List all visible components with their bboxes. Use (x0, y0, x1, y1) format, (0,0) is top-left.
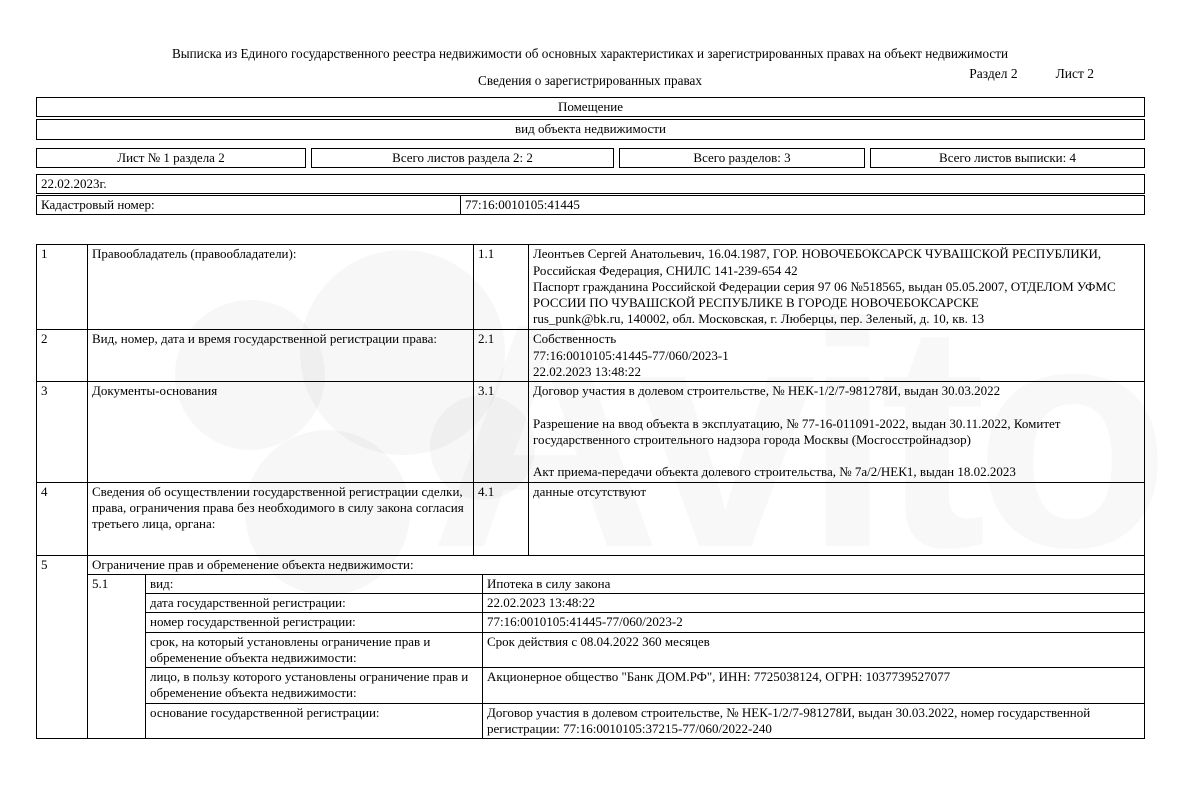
page-corner-labels: Раздел 2 Лист 2 (969, 66, 1094, 83)
table-row: основание государственной регистрации: Д… (88, 702, 1144, 738)
row-subnumber: 1.1 (473, 244, 529, 331)
table-row: лицо, в пользу которого установлены огра… (88, 667, 1144, 703)
row-label: номер государственной регистрации: (145, 612, 483, 632)
restrictions-table: 5.1 вид: Ипотека в силу закона дата госу… (88, 574, 1144, 738)
row-subnumber: 4.1 (473, 481, 529, 556)
row-number: 5 (36, 554, 88, 739)
row-number: 4 (36, 481, 88, 556)
object-kind-caption: вид объекта недвижимости (36, 119, 1145, 140)
rights-table: 1 Правообладатель (правообладатели): 1.1… (36, 244, 1145, 739)
meta-total-sheets-section: Всего листов раздела 2: 2 (311, 147, 614, 168)
restrictions-cell: Ограничение прав и обременение объекта н… (87, 554, 1145, 739)
meta-sheet-number: Лист № 1 раздела 2 (36, 147, 306, 168)
row-label: Правообладатель (правообладатели): (87, 244, 474, 331)
row-number: 1 (36, 244, 88, 331)
document-body: Помещение вид объекта недвижимости Лист … (36, 97, 1145, 739)
row-subnumber: 3.1 (473, 381, 529, 483)
table-row-restrictions: 5 Ограничение прав и обременение объекта… (36, 554, 1145, 739)
cadastral-label: Кадастровый номер: (37, 196, 461, 215)
table-row: 2 Вид, номер, дата и время государственн… (36, 329, 1145, 382)
table-row: 1 Правообладатель (правообладатели): 1.1… (36, 244, 1145, 331)
row-label: основание государственной регистрации: (145, 702, 483, 738)
meta-total-sections: Всего разделов: 3 (619, 147, 865, 168)
table-row: срок, на который установлены ограничение… (88, 631, 1144, 668)
row-value: Акционерное общество "Банк ДОМ.РФ", ИНН:… (482, 667, 1144, 703)
table-row: номер государственной регистрации: 77:16… (88, 612, 1144, 632)
row-value: Срок действия с 08.04.2022 360 месяцев (482, 631, 1144, 668)
row-value: Собственность 77:16:0010105:41445-77/060/… (528, 329, 1145, 382)
restrictions-header: Ограничение прав и обременение объекта н… (88, 556, 1144, 575)
object-kind-value: Помещение (36, 97, 1145, 118)
table-row: 5.1 вид: Ипотека в силу закона (88, 574, 1144, 738)
issue-date: 22.02.2023г. (36, 173, 1145, 194)
row-label: вид: (145, 574, 483, 594)
row-label: срок, на который установлены ограничение… (145, 631, 483, 668)
row-number: 3 (36, 381, 88, 483)
row-label: лицо, в пользу которого установлены огра… (145, 667, 483, 703)
row-label: Документы-основания (87, 381, 474, 483)
meta-total-sheets-extract: Всего листов выписки: 4 (870, 147, 1145, 168)
row-value: Договор участия в долевом строительстве,… (482, 702, 1144, 738)
document-title: Выписка из Единого государственного реес… (171, 46, 1009, 61)
row-label: Вид, номер, дата и время государственной… (87, 329, 474, 382)
row-value: 22.02.2023 13:48:22 (482, 592, 1144, 613)
sheet-label: Лист 2 (1055, 66, 1094, 81)
cadastral-value: 77:16:0010105:41445 (465, 197, 580, 212)
row-value: 77:16:0010105:41445-77/060/2023-2 (482, 612, 1144, 632)
table-row: дата государственной регистрации: 22.02.… (88, 592, 1144, 613)
row-value: Леонтьев Сергей Анатольевич, 16.04.1987,… (528, 244, 1145, 331)
row-value: Ипотека в силу закона (487, 575, 611, 591)
sheets-meta-row: Лист № 1 раздела 2 Всего листов раздела … (36, 147, 1145, 168)
table-row: 3 Документы-основания 3.1 Договор участи… (36, 381, 1145, 483)
row-subnumber: 2.1 (473, 329, 529, 382)
row-subnumber: 5.1 (88, 574, 146, 738)
row-label: Сведения об осуществлении государственно… (87, 481, 474, 556)
row-label: дата государственной регистрации: (145, 592, 483, 613)
cadastral-row: Кадастровый номер: 77:16:0010105:41445 (36, 195, 1145, 216)
document-subtitle: Сведения о зарегистрированных правах (478, 72, 702, 88)
table-row: 4 Сведения об осуществлении государствен… (36, 481, 1145, 556)
section-label: Раздел 2 (969, 66, 1018, 81)
row-value: данные отсутствуют (528, 481, 1145, 556)
row-value: Договор участия в долевом строительстве,… (528, 381, 1145, 483)
row-number: 2 (36, 329, 88, 382)
